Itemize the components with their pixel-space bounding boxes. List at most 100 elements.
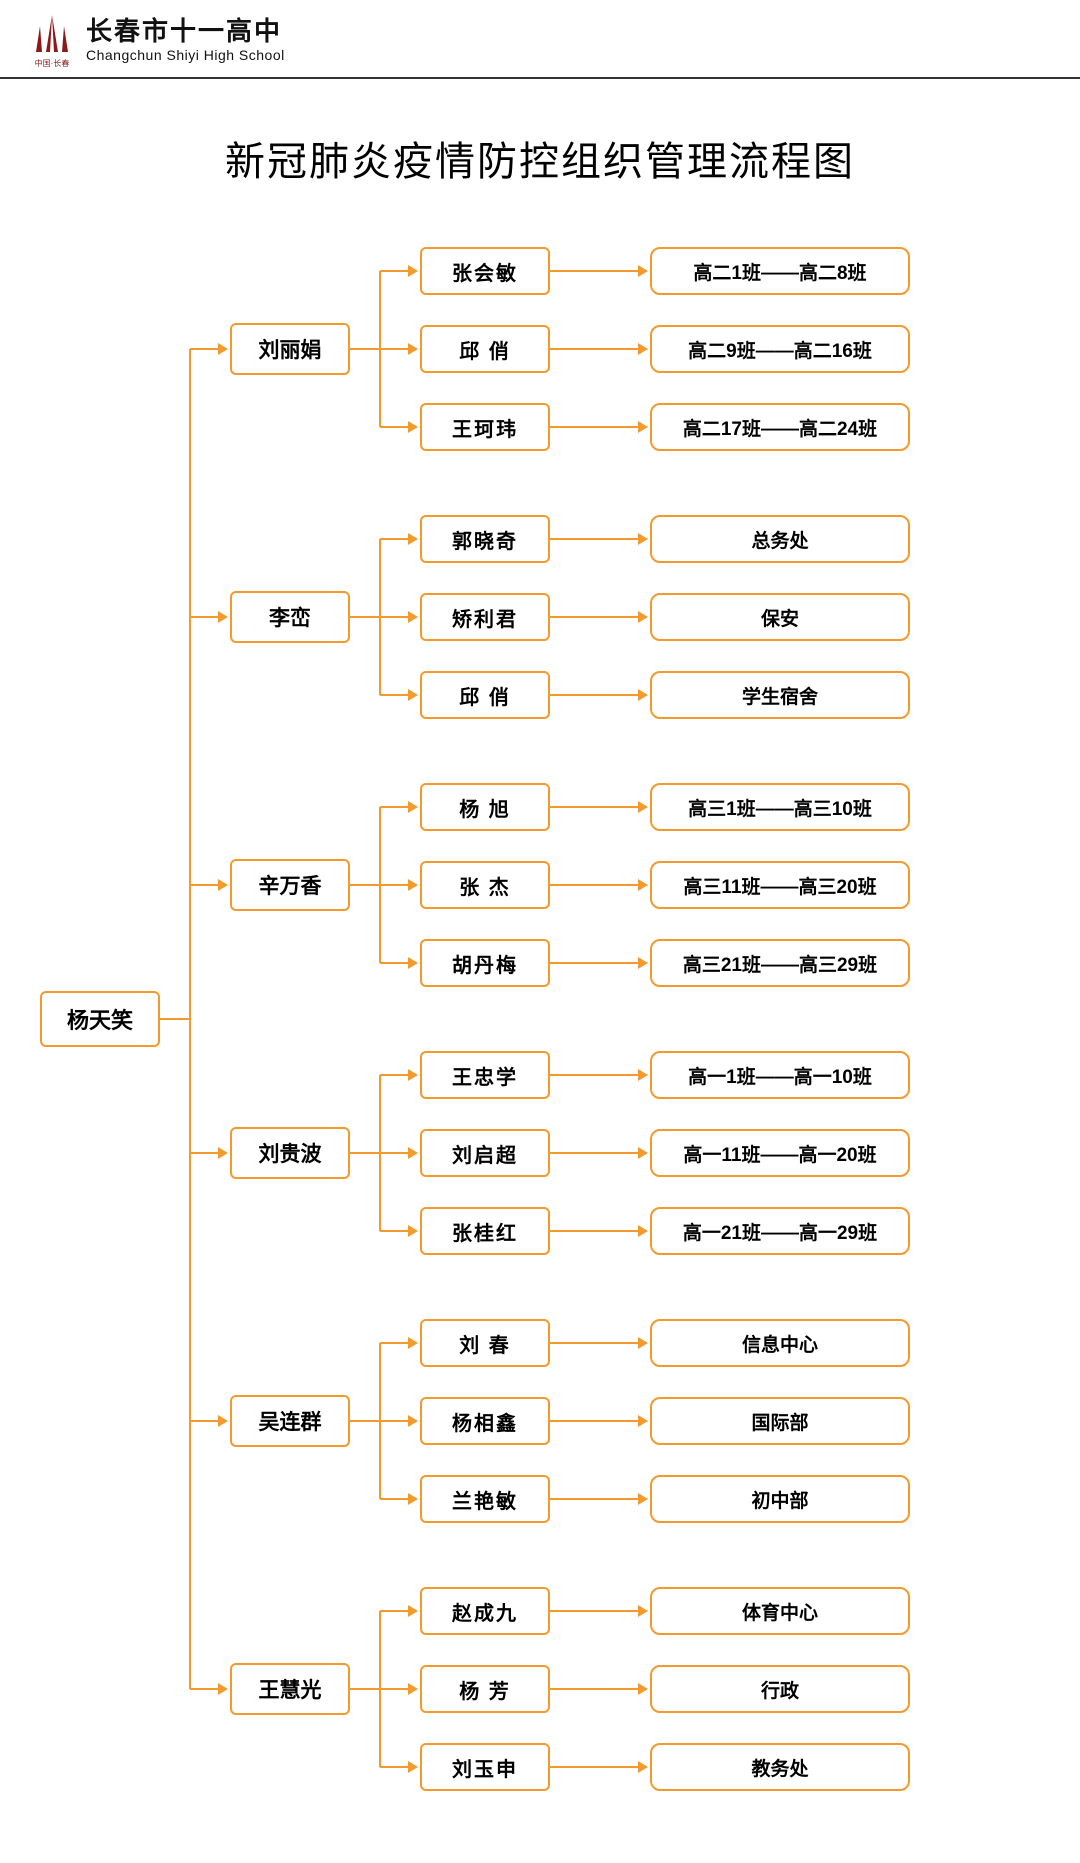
l3-node: 王珂玮 xyxy=(420,403,550,451)
connector-line xyxy=(550,426,638,428)
connector-line xyxy=(380,538,408,540)
connector-line xyxy=(380,1766,408,1768)
connector-line xyxy=(350,1152,380,1154)
arrow-icon xyxy=(218,1147,228,1159)
l2-node: 吴连群 xyxy=(230,1395,350,1447)
arrow-icon xyxy=(408,1415,418,1427)
connector-line xyxy=(380,884,408,886)
connector-line xyxy=(550,1688,638,1690)
arrow-icon xyxy=(408,1683,418,1695)
leaf-node: 教务处 xyxy=(650,1743,910,1791)
leaf-node: 高二17班——高二24班 xyxy=(650,403,910,451)
connector-line xyxy=(380,270,408,272)
arrow-icon xyxy=(408,265,418,277)
arrow-icon xyxy=(408,689,418,701)
connector-line xyxy=(550,962,638,964)
l3-node: 刘 春 xyxy=(420,1319,550,1367)
leaf-node: 高二9班——高二16班 xyxy=(650,325,910,373)
connector-line xyxy=(380,1152,408,1154)
org-chart: 杨天笑刘丽娟张会敏高二1班——高二8班邱 俏高二9班——高二16班王珂玮高二17… xyxy=(40,247,1040,1803)
l2-node: 辛万香 xyxy=(230,859,350,911)
connector-line xyxy=(550,1498,638,1500)
page: 中国·长春 长春市十一高中 Changchun Shiyi High Schoo… xyxy=(0,0,1080,1803)
connector-line xyxy=(380,426,408,428)
connector-line xyxy=(380,1342,408,1344)
connector-line xyxy=(550,1420,638,1422)
l3-node: 杨 旭 xyxy=(420,783,550,831)
connector-line xyxy=(350,616,380,618)
connector-line xyxy=(550,806,638,808)
leaf-node: 高三1班——高三10班 xyxy=(650,783,910,831)
l3-node: 刘玉申 xyxy=(420,1743,550,1791)
l3-node: 胡丹梅 xyxy=(420,939,550,987)
connector-line xyxy=(350,1420,380,1422)
l3-node: 王忠学 xyxy=(420,1051,550,1099)
arrow-icon xyxy=(218,343,228,355)
school-logo-icon xyxy=(30,12,74,56)
connector-line xyxy=(190,1688,218,1690)
connector-line xyxy=(550,1074,638,1076)
connector-line xyxy=(350,1688,380,1690)
l3-node: 刘启超 xyxy=(420,1129,550,1177)
connector-line xyxy=(550,884,638,886)
arrow-icon xyxy=(408,1761,418,1773)
l3-node: 邱 俏 xyxy=(420,325,550,373)
l2-node: 李峦 xyxy=(230,591,350,643)
l3-node: 矫利君 xyxy=(420,593,550,641)
connector-line xyxy=(380,1074,408,1076)
arrow-icon xyxy=(408,533,418,545)
arrow-icon xyxy=(638,801,648,813)
page-title: 新冠肺炎疫情防控组织管理流程图 xyxy=(0,129,1080,187)
arrow-icon xyxy=(638,1683,648,1695)
connector-line xyxy=(550,616,638,618)
leaf-node: 高二1班——高二8班 xyxy=(650,247,910,295)
l2-node: 刘丽娟 xyxy=(230,323,350,375)
connector-line xyxy=(189,349,191,1689)
arrow-icon xyxy=(638,1493,648,1505)
arrow-icon xyxy=(408,1605,418,1617)
leaf-node: 初中部 xyxy=(650,1475,910,1523)
l3-node: 杨相鑫 xyxy=(420,1397,550,1445)
connector-line xyxy=(550,348,638,350)
header: 中国·长春 长春市十一高中 Changchun Shiyi High Schoo… xyxy=(0,0,1080,79)
arrow-icon xyxy=(638,1337,648,1349)
arrow-icon xyxy=(408,1337,418,1349)
leaf-node: 信息中心 xyxy=(650,1319,910,1367)
connector-line xyxy=(380,962,408,964)
connector-line xyxy=(550,1610,638,1612)
arrow-icon xyxy=(638,421,648,433)
connector-line xyxy=(380,1688,408,1690)
connector-line xyxy=(190,884,218,886)
connector-line xyxy=(380,616,408,618)
arrow-icon xyxy=(638,689,648,701)
arrow-icon xyxy=(408,343,418,355)
arrow-icon xyxy=(638,611,648,623)
leaf-node: 学生宿舍 xyxy=(650,671,910,719)
connector-line xyxy=(380,1420,408,1422)
connector-line xyxy=(190,1420,218,1422)
arrow-icon xyxy=(408,421,418,433)
connector-line xyxy=(380,806,408,808)
arrow-icon xyxy=(408,801,418,813)
connector-line xyxy=(380,1610,408,1612)
arrow-icon xyxy=(638,1069,648,1081)
arrow-icon xyxy=(408,1147,418,1159)
leaf-node: 行政 xyxy=(650,1665,910,1713)
arrow-icon xyxy=(408,611,418,623)
l3-node: 杨 芳 xyxy=(420,1665,550,1713)
l3-node: 张桂红 xyxy=(420,1207,550,1255)
school-name-cn: 长春市十一高中 xyxy=(86,18,285,47)
arrow-icon xyxy=(218,879,228,891)
arrow-icon xyxy=(638,1225,648,1237)
leaf-node: 总务处 xyxy=(650,515,910,563)
arrow-icon xyxy=(218,611,228,623)
connector-line xyxy=(550,1766,638,1768)
connector-line xyxy=(550,1342,638,1344)
leaf-node: 体育中心 xyxy=(650,1587,910,1635)
arrow-icon xyxy=(218,1415,228,1427)
l3-node: 邱 俏 xyxy=(420,671,550,719)
arrow-icon xyxy=(638,343,648,355)
header-logo-wrap: 中国·长春 xyxy=(30,12,74,69)
l3-node: 赵成九 xyxy=(420,1587,550,1635)
connector-line xyxy=(550,270,638,272)
